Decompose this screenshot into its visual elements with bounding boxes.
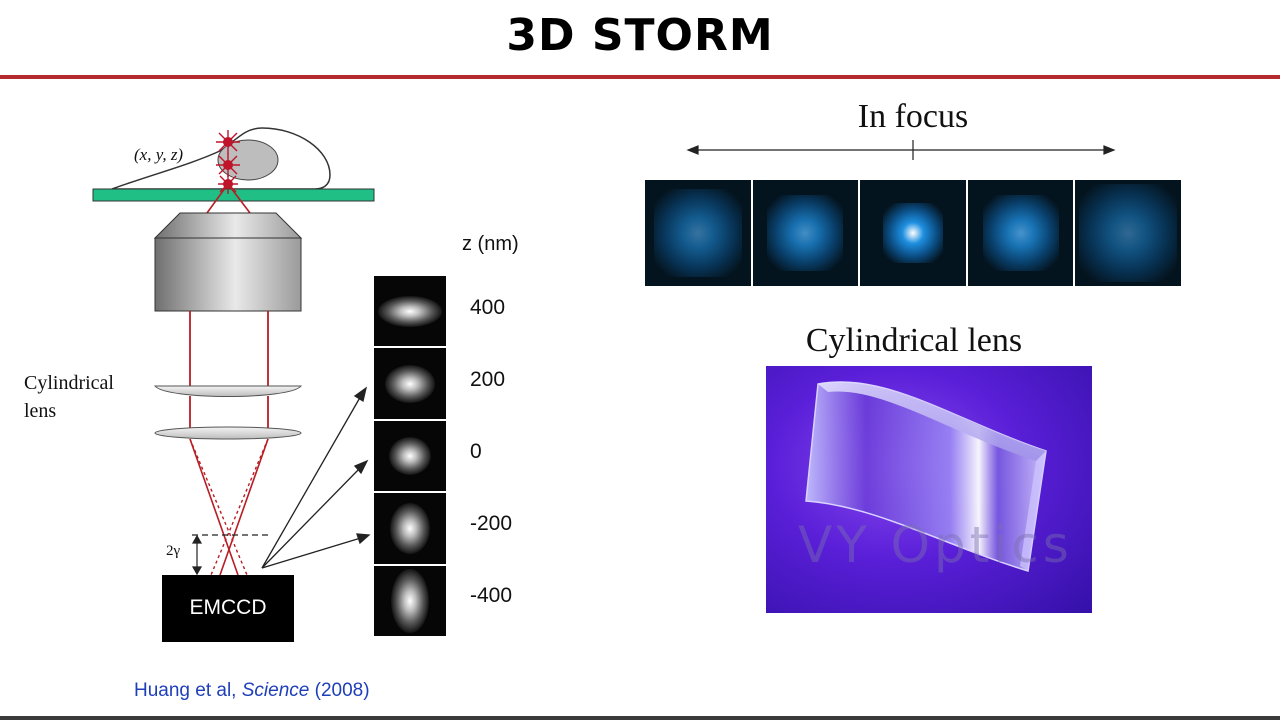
lens-illustration <box>805 381 1047 572</box>
title-divider <box>0 75 1280 79</box>
converging-beams <box>189 438 269 576</box>
z-psf-cell <box>374 565 446 637</box>
psf-spot <box>378 295 442 327</box>
cylindrical-lens-label-line1: Cylindrical <box>24 372 114 394</box>
z-psf-cell <box>374 276 446 347</box>
projection-arrows <box>261 386 371 569</box>
focus-frame <box>752 180 859 286</box>
emitter-dot <box>223 160 233 170</box>
z-level-label: 400 <box>470 296 506 319</box>
psf-spot <box>390 502 430 555</box>
objective-top <box>153 212 303 239</box>
collimated-beam <box>189 311 269 428</box>
emission-cone <box>206 183 251 214</box>
psf-spot <box>389 437 431 476</box>
z-psf-strip <box>374 276 446 637</box>
psf-spot <box>767 195 844 271</box>
watermark-text: VY Optics <box>798 516 1073 574</box>
z-level-label: -400 <box>470 584 513 607</box>
emccd-label: EMCCD <box>189 596 267 619</box>
in-focus-label: In focus <box>857 98 969 135</box>
emitter-dot <box>223 137 233 147</box>
slide-title: 3D STORM <box>506 10 774 61</box>
psf-spot <box>1079 184 1178 282</box>
coordinate-label: (x, y, z) <box>134 145 184 164</box>
z-psf-cell <box>374 348 446 419</box>
z-level-label: 200 <box>470 368 506 391</box>
z-level-label: -200 <box>470 512 513 535</box>
citation-authors: Huang et al, <box>134 680 242 701</box>
psf-spot <box>384 364 436 403</box>
psf-spot <box>653 189 742 277</box>
lens-photo-label: Cylindrical lens <box>805 322 1023 359</box>
bottom-divider <box>0 716 1280 720</box>
gamma-label: 2γ <box>166 543 181 559</box>
z-axis-header: z (nm) <box>462 233 519 255</box>
psf-spot <box>982 195 1059 271</box>
cylindrical-lens <box>153 385 303 397</box>
cylindrical-lens-label-line2: lens <box>24 400 57 422</box>
citation-journal: Science <box>241 680 310 701</box>
focus-series-strip <box>645 180 1181 286</box>
focus-frame <box>860 180 966 286</box>
gamma-arrow <box>191 534 203 576</box>
emccd-detector <box>162 575 294 642</box>
focus-range-arrow <box>686 140 1116 160</box>
imaging-lens <box>154 426 302 440</box>
citation: Huang et al, Science (2008) <box>134 680 370 702</box>
focus-frame <box>1075 180 1181 286</box>
z-psf-cell <box>374 493 446 564</box>
objective-body <box>154 237 302 312</box>
z-level-label: 0 <box>470 440 482 463</box>
z-psf-cell <box>374 420 446 492</box>
psf-spot <box>391 568 429 634</box>
focus-frame <box>645 180 751 286</box>
cylindrical-lens-photo: VY Optics <box>766 366 1092 613</box>
astigmatic-beams <box>189 438 269 576</box>
psf-spot <box>882 203 943 263</box>
focus-frame <box>967 180 1074 286</box>
citation-year: (2008) <box>309 680 370 701</box>
